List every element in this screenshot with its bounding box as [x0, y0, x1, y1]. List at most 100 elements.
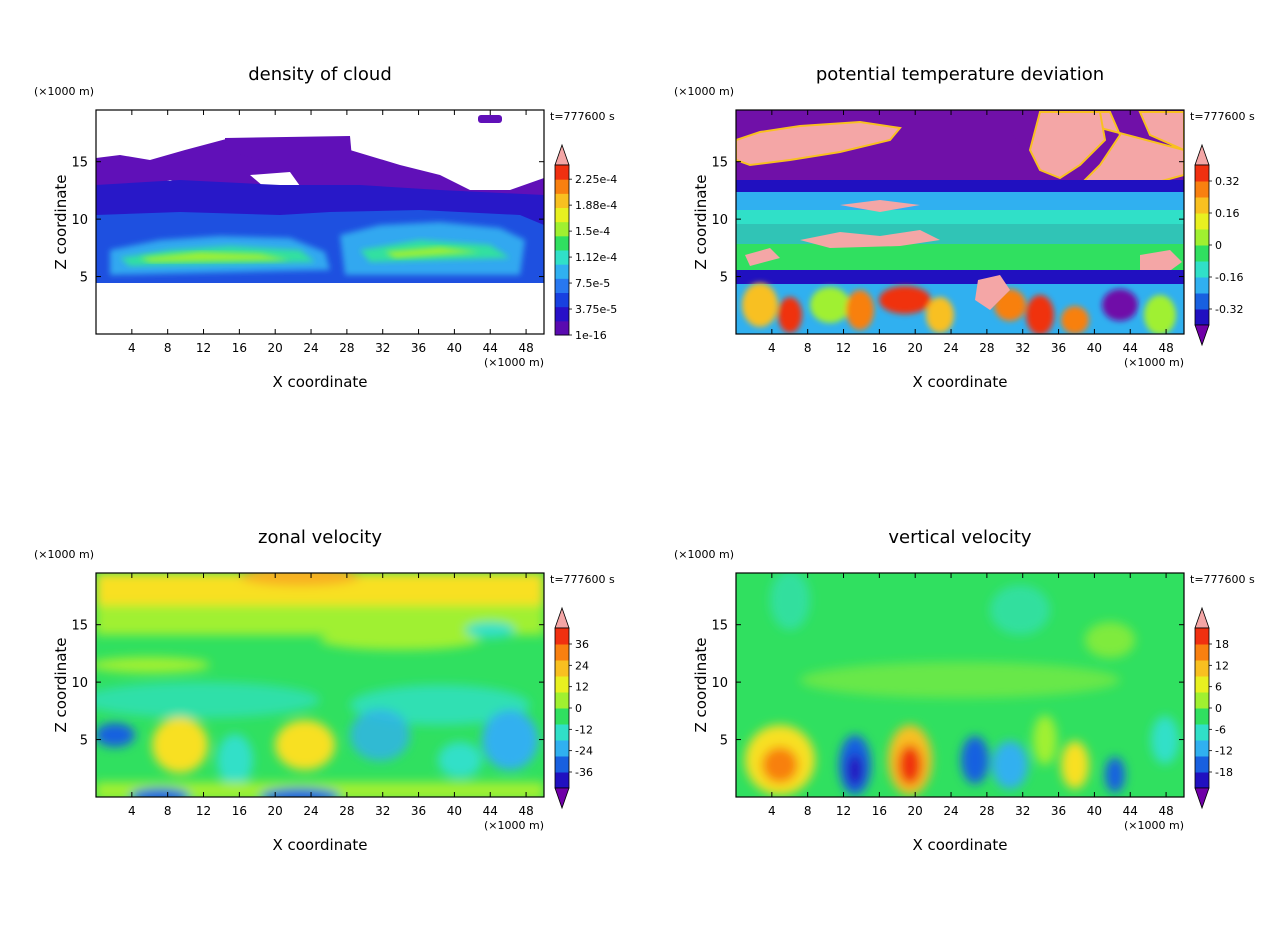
x-tick-label: 24 — [943, 341, 958, 355]
colorbar-swatch — [1195, 756, 1209, 773]
x-tick-label: 8 — [804, 804, 812, 818]
colorbar-swatch — [1195, 644, 1209, 661]
x-tick-label: 40 — [447, 804, 462, 818]
colorbar-swatch — [555, 724, 569, 741]
colorbar-label: -12 — [575, 723, 593, 736]
x-tick-label: 28 — [979, 341, 994, 355]
colorbar-frame — [554, 164, 570, 336]
x-tick-label: 24 — [303, 341, 318, 355]
panel-zonal-velocity: zonal velocity (×1000 m) t=777600 s — [34, 527, 615, 854]
colorbar-label: 2.25e-4 — [575, 173, 617, 186]
x-tick-label: 44 — [1123, 341, 1138, 355]
colorbar-swatch — [1195, 740, 1209, 757]
y-tick-label: 5 — [720, 271, 728, 286]
colorbar-label: 3.75e-5 — [575, 303, 617, 316]
colorbar-swatch — [555, 320, 569, 336]
colorbar-arrow-bottom — [1194, 324, 1210, 347]
y-tick-label: 15 — [71, 156, 88, 171]
colorbar-swatch — [1195, 692, 1209, 709]
y-tick-label: 15 — [711, 156, 728, 171]
colorbar-swatch — [1195, 660, 1209, 677]
colorbar-swatch — [1195, 309, 1209, 326]
colorbar-swatch — [555, 221, 569, 237]
x-tick-label: 4 — [128, 341, 136, 355]
colorbar-label: 0.16 — [1215, 207, 1240, 220]
x-tick-label: 48 — [518, 341, 533, 355]
time-label: t=777600 s — [550, 573, 615, 586]
y-axis-label: Z coordinate — [52, 637, 70, 732]
heatmap-field — [736, 573, 1184, 797]
y-tick-label: 10 — [71, 676, 88, 691]
colorbar-swatch — [1195, 197, 1209, 214]
y-tick-label: 15 — [711, 619, 728, 634]
x-tick-label: 8 — [164, 804, 172, 818]
colorbar-swatch — [1195, 293, 1209, 310]
x-tick-label: 12 — [196, 804, 211, 818]
colorbar-label: 0 — [1215, 702, 1222, 715]
x-tick-label: 16 — [872, 341, 887, 355]
colorbar-swatch — [555, 772, 569, 789]
heatmap-field — [96, 110, 544, 334]
colorbar-label: -18 — [1215, 766, 1233, 779]
x-tick-label: 44 — [1123, 804, 1138, 818]
plot-frame — [95, 572, 545, 798]
y-axis-label: Z coordinate — [692, 637, 710, 732]
x-tick-label: 48 — [1158, 804, 1173, 818]
colorbar-arrow-top — [554, 143, 570, 166]
y-tick-label: 10 — [71, 213, 88, 228]
x-tick-label: 36 — [1051, 341, 1066, 355]
heatmap-field — [736, 110, 1184, 334]
colorbar-swatch — [1195, 277, 1209, 294]
time-label: t=777600 s — [1190, 110, 1255, 123]
colorbar-swatch — [1195, 708, 1209, 725]
x-tick-label: 36 — [411, 804, 426, 818]
colorbar-swatch — [555, 708, 569, 725]
colorbar-arrow-top — [554, 606, 570, 629]
time-label: t=777600 s — [550, 110, 615, 123]
x-axis-label: X coordinate — [912, 373, 1007, 391]
x-tick-label: 24 — [303, 804, 318, 818]
plot-frame — [735, 572, 1185, 798]
colorbar-label: 12 — [1215, 659, 1229, 672]
time-label: t=777600 s — [1190, 573, 1255, 586]
colorbar-swatch — [555, 207, 569, 223]
x-tick-label: 8 — [164, 341, 172, 355]
colorbar-label: 1.12e-4 — [575, 251, 617, 264]
colorbar-label: 0.32 — [1215, 175, 1240, 188]
y-tick-label: 10 — [711, 213, 728, 228]
x-tick-label: 16 — [232, 341, 247, 355]
x-tick-label: 32 — [375, 804, 390, 818]
colorbar-arrow-top — [1194, 143, 1210, 166]
colorbar-swatch — [1195, 772, 1209, 789]
x-tick-label: 4 — [768, 804, 776, 818]
panel-vertical-velocity: vertical velocity (×1000 m) t=777600 s — [674, 527, 1255, 854]
colorbar-label: 7.5e-5 — [575, 277, 610, 290]
colorbar-swatch — [1195, 213, 1209, 230]
colorbar-swatch — [555, 306, 569, 322]
colorbar-swatch — [1195, 165, 1209, 182]
heatmap-field — [96, 573, 544, 797]
colorbar-label: -24 — [575, 745, 593, 758]
plot-frame — [735, 109, 1185, 335]
x-tick-label: 20 — [268, 804, 283, 818]
colorbar-label: 0 — [1215, 239, 1222, 252]
x-axis-label: X coordinate — [912, 836, 1007, 854]
x-unit-label: (×1000 m) — [1124, 819, 1184, 832]
y-tick-label: 5 — [80, 734, 88, 749]
x-tick-label: 16 — [872, 804, 887, 818]
chart-title: density of cloud — [248, 64, 392, 85]
colorbar-swatch — [1195, 724, 1209, 741]
chart-title: zonal velocity — [258, 527, 382, 548]
colorbar-arrow-bottom — [1194, 787, 1210, 810]
y-tick-label: 5 — [720, 734, 728, 749]
x-tick-label: 24 — [943, 804, 958, 818]
colorbar-label: -36 — [575, 766, 593, 779]
colorbar-label: 1e-16 — [575, 329, 607, 342]
x-tick-label: 12 — [836, 341, 851, 355]
x-unit-label: (×1000 m) — [1124, 356, 1184, 369]
colorbar-swatch — [555, 628, 569, 645]
